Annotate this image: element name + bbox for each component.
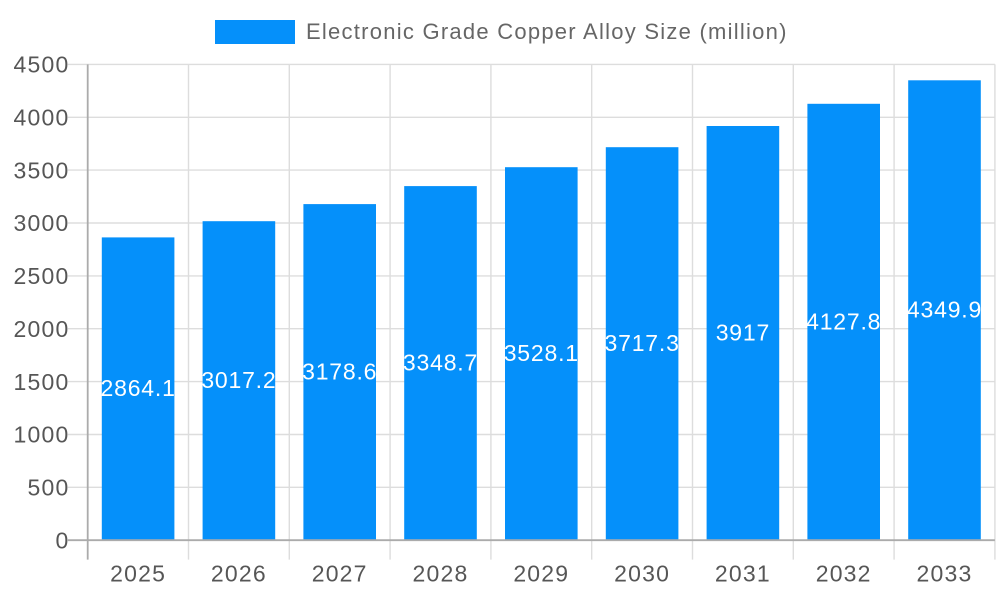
- svg-text:3348.7: 3348.7: [403, 350, 478, 376]
- svg-text:3717.3: 3717.3: [605, 330, 680, 356]
- svg-text:4127.8: 4127.8: [806, 308, 881, 334]
- svg-text:2500: 2500: [14, 263, 70, 289]
- svg-text:2031: 2031: [715, 561, 771, 587]
- svg-text:3528.1: 3528.1: [504, 340, 579, 366]
- svg-text:2029: 2029: [513, 561, 569, 587]
- svg-text:2864.1: 2864.1: [101, 375, 176, 401]
- svg-text:3178.6: 3178.6: [302, 359, 377, 385]
- svg-text:2032: 2032: [816, 561, 872, 587]
- svg-text:1000: 1000: [14, 422, 70, 448]
- svg-text:2000: 2000: [14, 316, 70, 342]
- svg-text:2027: 2027: [312, 561, 368, 587]
- svg-text:2026: 2026: [211, 561, 267, 587]
- svg-text:2025: 2025: [110, 561, 166, 587]
- svg-text:500: 500: [28, 475, 70, 501]
- svg-text:3917: 3917: [716, 320, 770, 346]
- svg-text:3500: 3500: [14, 157, 70, 183]
- svg-text:1500: 1500: [14, 369, 70, 395]
- svg-text:4000: 4000: [14, 105, 70, 131]
- svg-text:4349.9: 4349.9: [907, 297, 982, 323]
- svg-text:2030: 2030: [614, 561, 670, 587]
- svg-text:0: 0: [56, 527, 70, 553]
- svg-text:3000: 3000: [14, 210, 70, 236]
- svg-text:4500: 4500: [14, 52, 70, 78]
- svg-text:2028: 2028: [413, 561, 469, 587]
- svg-text:Electronic Grade Copper Alloy: Electronic Grade Copper Alloy Size (mill…: [306, 19, 788, 44]
- svg-text:3017.2: 3017.2: [201, 367, 276, 393]
- svg-text:2033: 2033: [917, 561, 973, 587]
